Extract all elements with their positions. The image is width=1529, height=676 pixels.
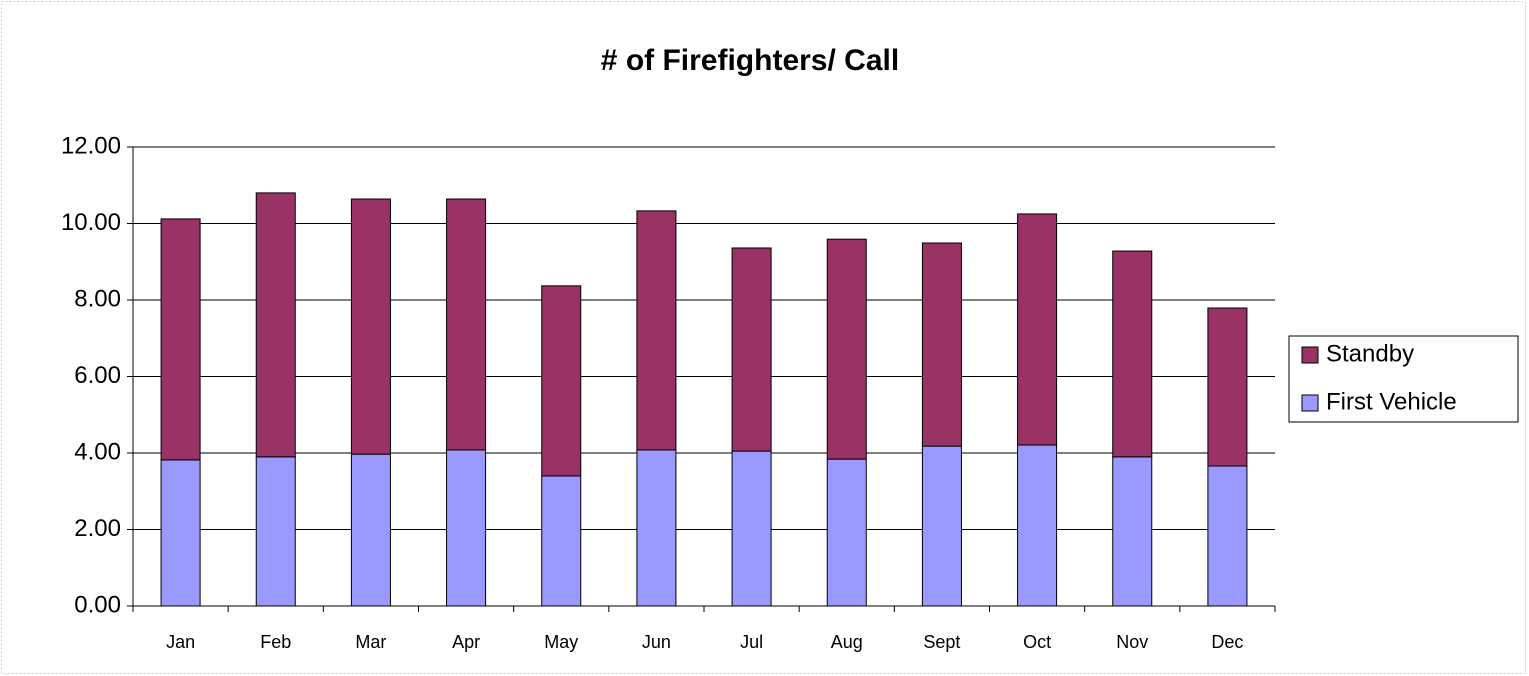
y-tick-label: 2.00 xyxy=(74,515,121,542)
bar-segment xyxy=(255,192,296,458)
y-tick-label: 8.00 xyxy=(74,285,121,312)
x-tick-label: Aug xyxy=(831,632,863,652)
bar-segment xyxy=(1112,456,1153,607)
bar-segment xyxy=(826,458,867,607)
x-tick-label: Mar xyxy=(355,632,386,652)
bar-segment xyxy=(350,198,391,455)
y-tick-label: 4.00 xyxy=(74,438,121,465)
x-tick-label: Feb xyxy=(260,632,291,652)
bar-segment xyxy=(541,475,582,607)
y-tick-label: 6.00 xyxy=(74,362,121,389)
bar-segment xyxy=(350,453,391,607)
bar-segment xyxy=(160,218,201,461)
x-tick-label: Jun xyxy=(642,632,671,652)
x-tick-label: Oct xyxy=(1023,632,1051,652)
x-tick-label: Dec xyxy=(1211,632,1243,652)
x-tick-label: Jan xyxy=(166,632,195,652)
x-tick-label: Nov xyxy=(1116,632,1148,652)
y-tick-label: 12.00 xyxy=(61,132,121,159)
legend-box xyxy=(1288,335,1519,423)
x-tick-label: Apr xyxy=(452,632,480,652)
x-tick-label: Jul xyxy=(740,632,763,652)
x-tick-label: May xyxy=(544,632,578,652)
bar-segment xyxy=(636,449,677,607)
bar-segment xyxy=(1207,307,1248,467)
bar-segment xyxy=(731,450,772,607)
bar-segment xyxy=(921,242,962,447)
x-tick-label: Sept xyxy=(923,632,960,652)
bar-segment xyxy=(921,445,962,607)
legend-swatch xyxy=(1301,346,1319,364)
bar-segment xyxy=(446,198,487,451)
chart-title: # of Firefighters/ Call xyxy=(601,44,899,77)
legend-label: First Vehicle xyxy=(1326,388,1457,415)
bar-segment xyxy=(541,285,582,477)
bar-segment xyxy=(731,247,772,452)
bar-segment xyxy=(1017,444,1058,607)
y-tick-label: 10.00 xyxy=(61,209,121,236)
bar-segment xyxy=(255,456,296,607)
bar-segment xyxy=(636,210,677,451)
bar-segment xyxy=(1207,465,1248,607)
bar-segment xyxy=(1017,213,1058,446)
bar-segment xyxy=(826,238,867,460)
bar-segment xyxy=(1112,250,1153,458)
bar-segment xyxy=(446,449,487,607)
legend-swatch xyxy=(1301,394,1319,412)
legend-label: Standby xyxy=(1326,340,1414,367)
bar-segment xyxy=(160,459,201,607)
y-tick-label: 0.00 xyxy=(74,591,121,618)
